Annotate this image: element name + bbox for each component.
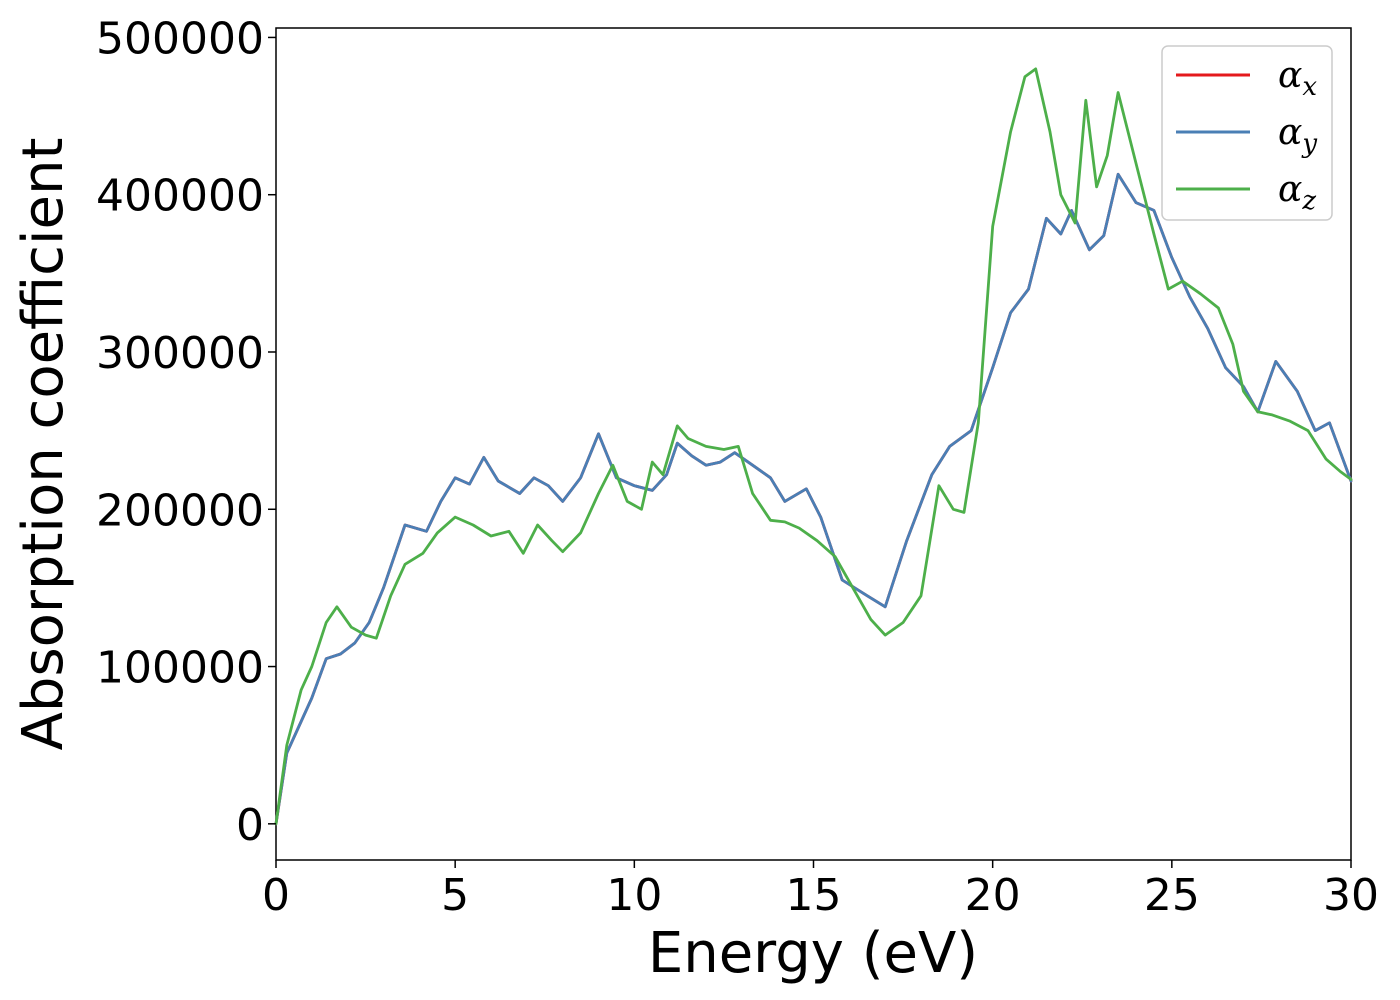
y-axis-ticks: 0 100000 200000 300000 400000 500000 — [96, 13, 276, 851]
y-tick-label: 200000 — [96, 485, 264, 536]
y-axis-title: Absorption coefficient — [11, 138, 76, 751]
x-tick-label: 5 — [441, 870, 469, 921]
y-tick-label: 100000 — [96, 643, 264, 694]
y-tick-label: 500000 — [96, 13, 264, 64]
x-tick-label: 15 — [786, 870, 842, 921]
y-tick-label: 400000 — [96, 171, 264, 222]
y-tick-label: 0 — [236, 800, 264, 851]
series-line-z — [274, 67, 1353, 826]
x-tick-label: 0 — [262, 870, 290, 921]
series-line-x — [274, 172, 1353, 826]
series-layer — [274, 67, 1353, 826]
y-tick-label: 300000 — [96, 328, 264, 379]
x-tick-label: 30 — [1323, 870, 1379, 921]
series-line-y — [274, 172, 1353, 826]
x-tick-label: 20 — [965, 870, 1021, 921]
x-axis-title: Energy (eV) — [648, 921, 978, 986]
x-axis-ticks: 0 5 10 15 20 25 30 — [262, 860, 1379, 921]
x-tick-label: 25 — [1144, 870, 1200, 921]
x-tick-label: 10 — [606, 870, 662, 921]
